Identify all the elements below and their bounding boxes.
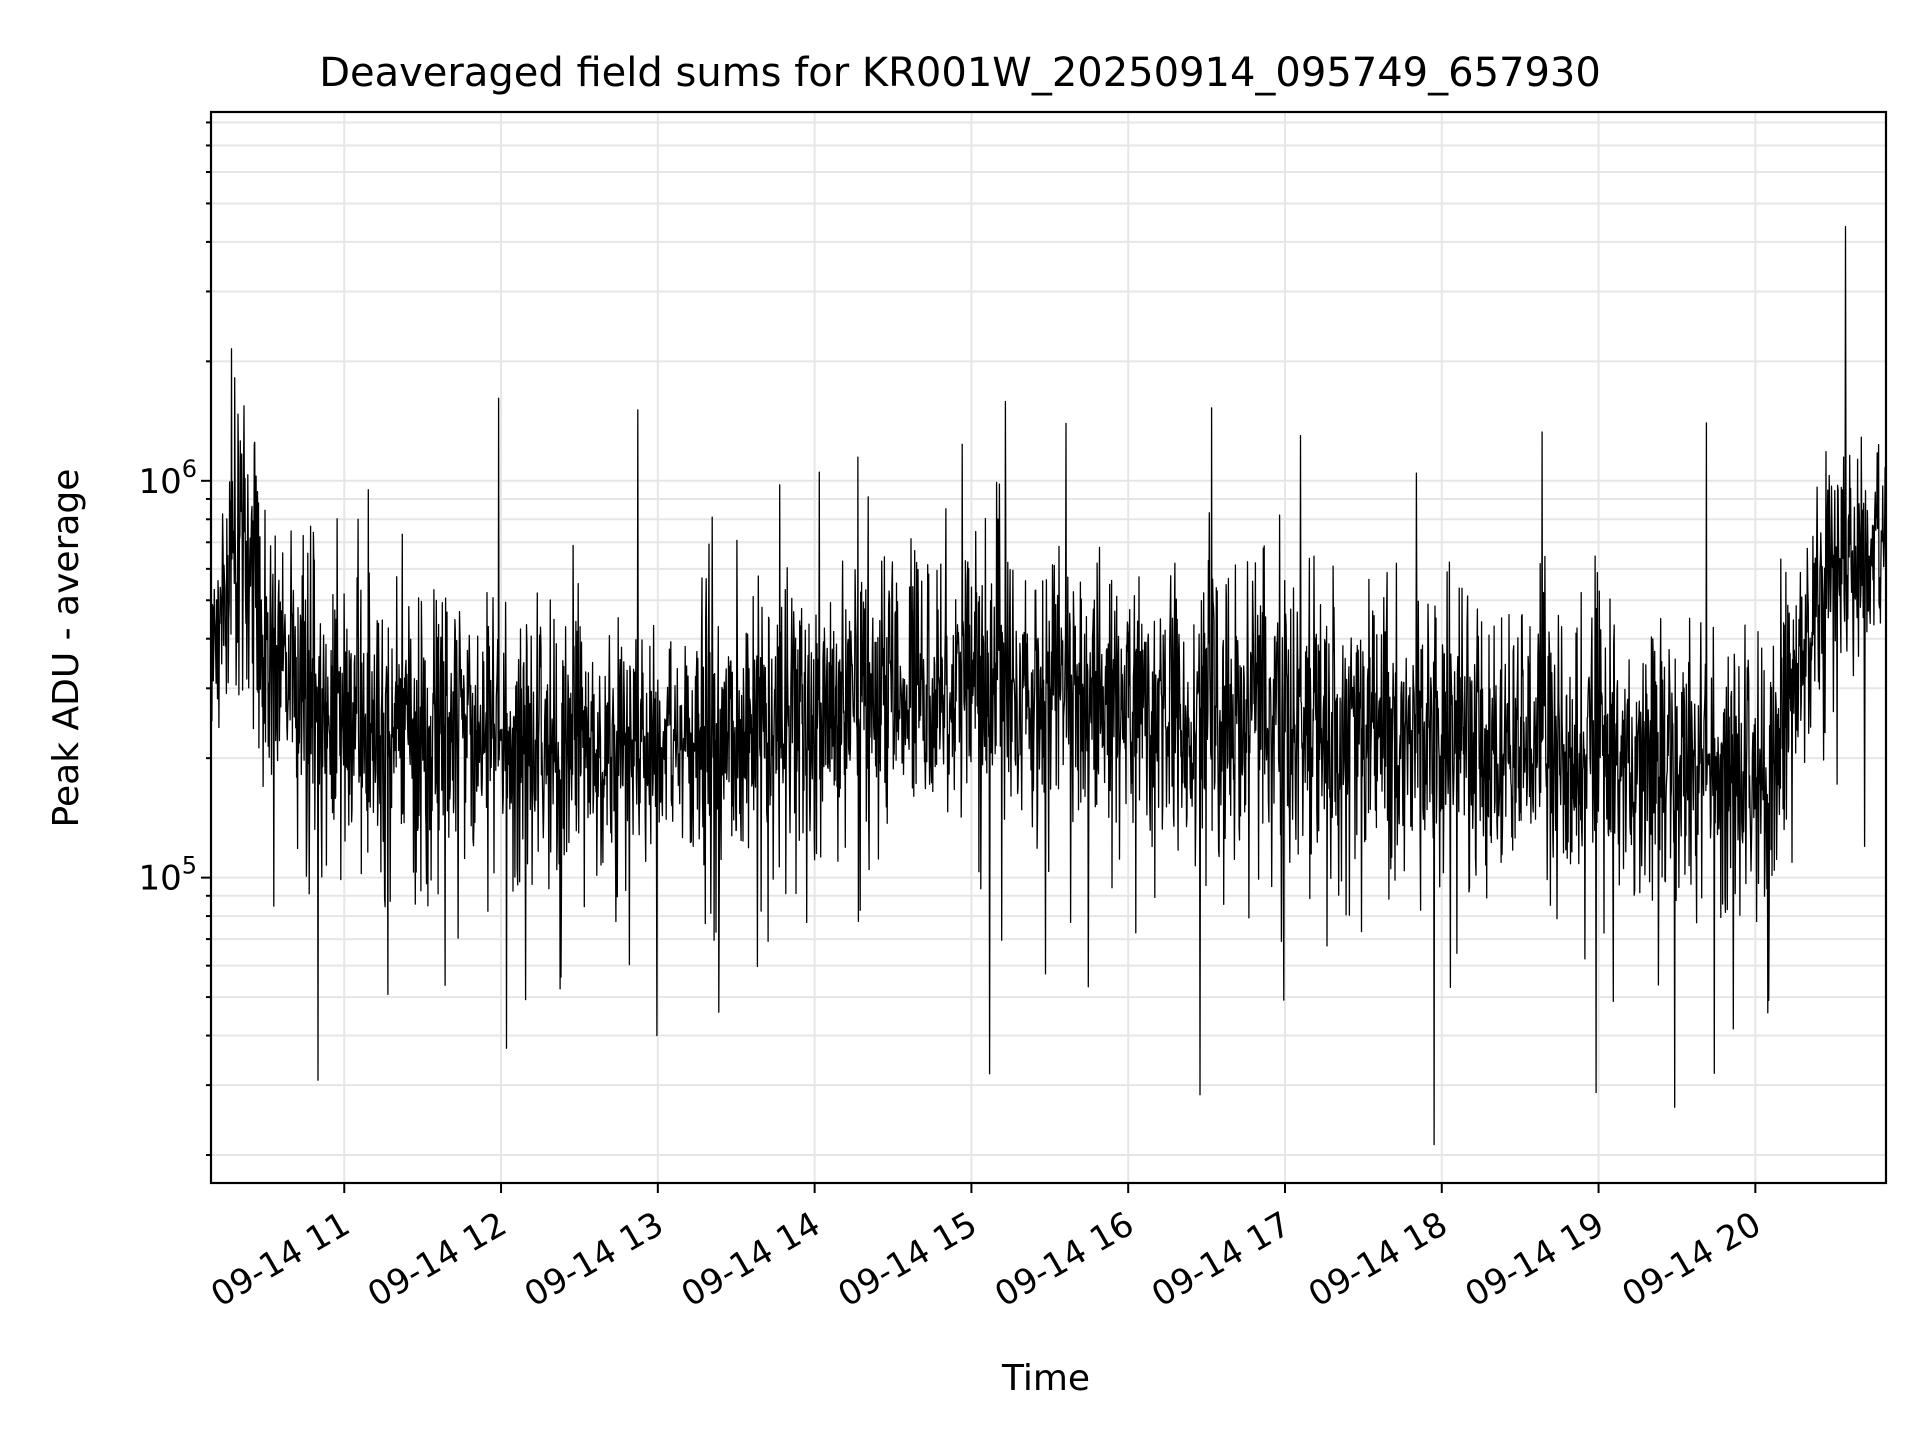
y-ticks: 105 106 xyxy=(138,121,211,1156)
series-line xyxy=(210,225,1887,1146)
chart-title: Deaveraged field sums for KR001W_2025091… xyxy=(319,50,1601,96)
y-tick-label: 106 xyxy=(138,455,197,502)
plot-frame xyxy=(209,110,1888,1185)
y-axis-label: Peak ADU - average xyxy=(46,469,87,828)
series-layer xyxy=(210,225,1887,1146)
y-tick-label: 105 xyxy=(138,852,197,899)
x-axis-label: Time xyxy=(1001,1358,1090,1399)
